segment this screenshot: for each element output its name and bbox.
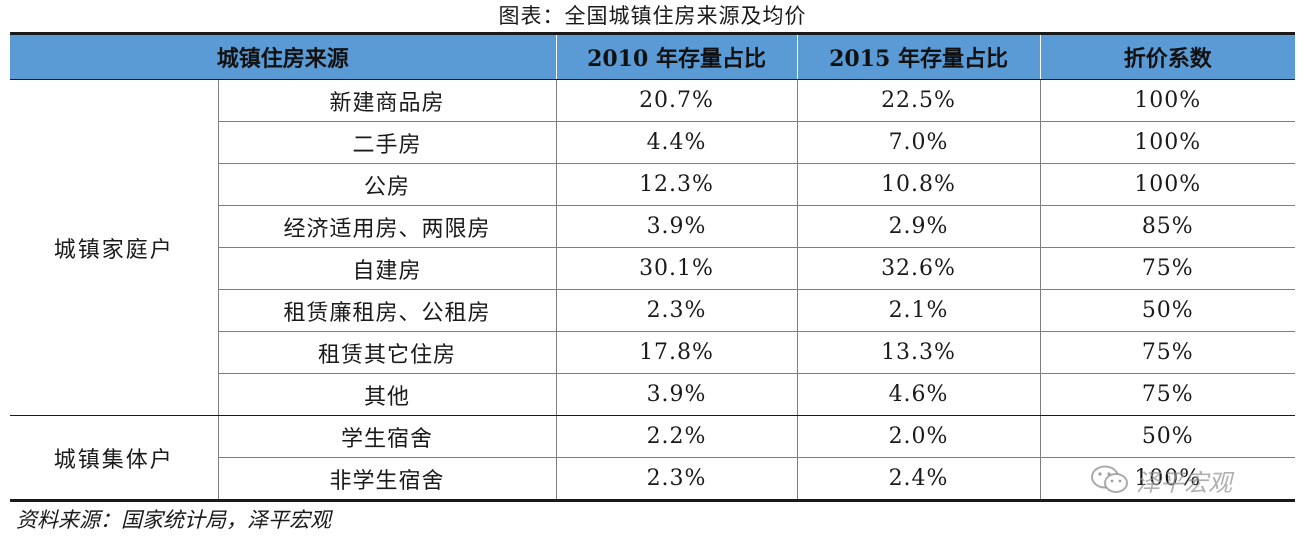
table-row: 经济适用房、两限房 3.9% 2.9% 85% [10,205,1296,248]
share-2015: 2.1% [797,289,1041,332]
row-name: 其他 [218,373,557,416]
share-2010: 2.3% [556,289,798,332]
share-2010: 12.3% [556,163,798,206]
discount-coef: 75% [1040,247,1296,290]
share-2010: 17.8% [556,331,798,374]
housing-source-table: 城镇住房来源 2010 年存量占比 2015 年存量占比 折价系数 城镇家庭户新… [10,32,1296,502]
share-2010: 3.9% [556,373,798,416]
share-2010: 2.2% [556,415,798,458]
table-row: 租赁其它住房 17.8% 13.3% 75% [10,331,1296,374]
discount-coef: 100% [1040,457,1296,501]
discount-coef: 50% [1040,289,1296,332]
header-2015-share: 2015 年存量占比 [797,33,1041,80]
table-row: 非学生宿舍 2.3% 2.4% 100% [10,457,1296,501]
share-2015: 32.6% [797,247,1041,290]
row-name: 新建商品房 [218,79,557,122]
row-name: 租赁廉租房、公租房 [218,289,557,332]
table-row: 城镇集体户 学生宿舍 2.2% 2.0% 50% [10,415,1296,501]
share-2015: 2.0% [797,415,1041,458]
row-name: 租赁其它住房 [218,331,557,374]
share-2015: 4.6% [797,373,1041,416]
table-row: 租赁廉租房、公租房 2.3% 2.1% 50% [10,289,1296,332]
share-2010: 3.9% [556,205,798,248]
table-row: 公房 12.3% 10.8% 100% [10,163,1296,206]
table-row: 二手房 4.4% 7.0% 100% [10,121,1296,164]
watermark-text: 泽平宏观 [1136,468,1232,497]
row-name: 公房 [218,163,557,206]
discount-coef: 75% [1040,373,1296,416]
header-source: 城镇住房来源 [10,33,557,80]
share-2015: 22.5% [797,79,1041,122]
header-2010-share: 2010 年存量占比 [556,33,798,80]
row-name: 非学生宿舍 [218,457,557,501]
header-row: 城镇住房来源 2010 年存量占比 2015 年存量占比 折价系数 [10,33,1296,80]
header-discount-coef: 折价系数 [1040,33,1296,80]
wechat-icon [1091,465,1128,493]
row-name: 自建房 [218,247,557,290]
row-name: 经济适用房、两限房 [218,205,557,248]
share-2015: 2.9% [797,205,1041,248]
table-row: 城镇家庭户 新建商品房 20.7% 22.5% 100% [10,79,1296,416]
source-note: 资料来源：国家统计局，泽平宏观 [16,508,331,532]
discount-coef: 100% [1040,163,1296,206]
share-2010: 30.1% [556,247,798,290]
row-name: 二手房 [218,121,557,164]
discount-coef: 100% [1040,121,1296,164]
table-title: 图表：全国城镇住房来源及均价 [498,4,807,28]
group-label: 城镇集体户 [10,415,219,501]
discount-coef: 75% [1040,331,1296,374]
table-row: 自建房 30.1% 32.6% 75% [10,247,1296,290]
discount-coef: 50% [1040,415,1296,458]
discount-coef: 85% [1040,205,1296,248]
discount-coef: 100% [1040,79,1296,122]
group-label: 城镇家庭户 [10,79,219,416]
table-row: 其他 3.9% 4.6% 75% [10,373,1296,416]
share-2015: 13.3% [797,331,1041,374]
share-2010: 20.7% [556,79,798,122]
share-2010: 4.4% [556,121,798,164]
share-2015: 7.0% [797,121,1041,164]
row-name: 学生宿舍 [218,415,557,458]
share-2015: 2.4% [797,457,1041,501]
share-2010: 2.3% [556,457,798,501]
share-2015: 10.8% [797,163,1041,206]
table-body: 城镇家庭户 新建商品房 20.7% 22.5% 100% 二手房 4.4% 7.0% 100% 公… [10,79,1296,501]
watermark: 泽平宏观 [1090,462,1290,498]
